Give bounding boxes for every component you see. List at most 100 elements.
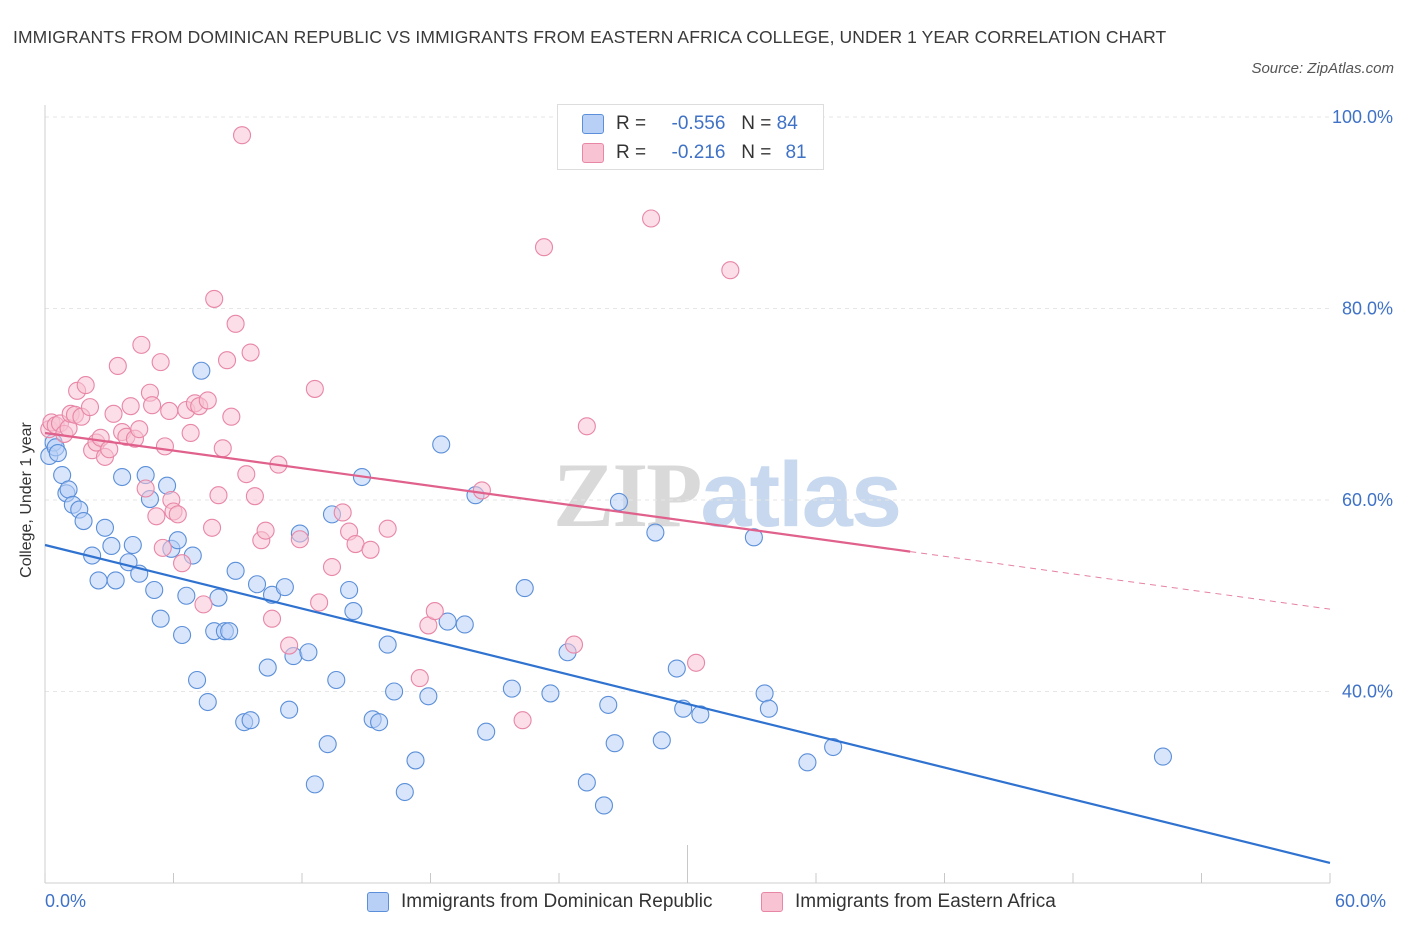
data-point <box>721 261 740 280</box>
data-point <box>406 751 425 770</box>
data-point <box>438 612 457 631</box>
x-tick-min: 0.0% <box>45 891 87 911</box>
watermark: ZIPatlas <box>553 442 902 548</box>
data-point <box>609 492 629 511</box>
data-point <box>344 602 363 621</box>
data-point <box>123 535 142 555</box>
data-point <box>168 505 187 524</box>
data-point <box>106 571 125 590</box>
data-point <box>245 487 264 506</box>
data-point <box>477 722 496 741</box>
data-point <box>577 417 596 436</box>
r-label: R = <box>616 142 647 163</box>
trend-line-extension <box>910 551 1331 610</box>
data-point <box>361 540 380 559</box>
data-point <box>147 507 166 526</box>
data-point <box>209 588 228 607</box>
data-point <box>642 209 661 228</box>
data-point <box>318 735 337 754</box>
data-point <box>220 622 239 641</box>
data-point <box>160 401 179 421</box>
y-tick-label: 80.0% <box>1342 299 1393 319</box>
n-label: N = <box>741 113 772 134</box>
y-tick-label: 40.0% <box>1342 682 1393 702</box>
data-point <box>280 700 299 719</box>
data-point <box>305 775 324 794</box>
data-point <box>213 439 232 458</box>
data-point <box>132 335 151 354</box>
data-point <box>104 404 123 423</box>
legend-label-dominican: Immigrants from Dominican Republic <box>401 891 713 912</box>
r-label: R = <box>616 113 647 134</box>
data-point <box>327 670 346 690</box>
data-point <box>290 530 309 549</box>
data-point <box>305 379 324 398</box>
data-point <box>340 580 359 600</box>
data-point <box>667 659 686 678</box>
source-label: Source: ZipAtlas.com <box>1251 60 1394 77</box>
data-point <box>198 692 217 712</box>
data-point <box>89 571 108 590</box>
data-point <box>419 687 438 706</box>
y-tick-label: 60.0% <box>1342 490 1393 510</box>
data-point <box>181 423 200 443</box>
data-point <box>188 670 207 690</box>
data-point <box>76 376 95 395</box>
data-point <box>205 289 224 308</box>
data-point <box>153 538 172 557</box>
data-point <box>515 579 534 598</box>
legend-item-eastern-africa: Immigrants from Eastern Africa <box>761 888 1056 916</box>
x-tick-max: 60.0% <box>1335 891 1387 911</box>
data-point <box>226 314 245 333</box>
legend-swatch-blue <box>367 892 389 912</box>
data-point <box>370 713 389 732</box>
data-point <box>192 361 211 380</box>
data-point <box>194 595 213 614</box>
data-point <box>513 711 532 730</box>
data-point <box>798 753 817 772</box>
data-point <box>108 356 127 376</box>
data-point <box>425 602 444 621</box>
data-point <box>102 536 121 556</box>
data-point <box>241 711 260 730</box>
data-point <box>280 636 299 655</box>
data-point <box>824 737 843 757</box>
data-point <box>247 575 267 594</box>
data-point <box>385 682 404 701</box>
data-point <box>1153 747 1172 766</box>
trend-line <box>44 431 911 553</box>
data-point <box>646 523 665 542</box>
stats-row-eastern-africa: R = -0.216 N = 81 <box>582 141 807 165</box>
data-point <box>258 658 277 677</box>
n-value: 84 <box>776 113 798 134</box>
n-value: 81 <box>785 142 807 163</box>
legend-label-eastern-africa: Immigrants from Eastern Africa <box>795 891 1056 912</box>
data-point <box>113 467 132 487</box>
data-point <box>151 353 170 372</box>
y-axis-label: College, Under 1 year <box>18 422 35 578</box>
data-point <box>534 238 554 257</box>
chart-title: IMMIGRANTS FROM DOMINICAN REPUBLIC VS IM… <box>13 27 1167 47</box>
data-point <box>74 512 93 531</box>
data-point <box>275 578 294 597</box>
data-point <box>502 679 521 698</box>
data-point <box>151 609 170 628</box>
data-point <box>333 503 352 522</box>
data-point <box>203 518 222 537</box>
n-label: N = <box>741 142 772 163</box>
data-point <box>594 796 614 815</box>
legend-swatch-pink <box>761 892 783 912</box>
stats-legend: R = -0.556 N = 84 R = -0.216 N = 81 <box>557 104 824 170</box>
data-point <box>472 481 491 500</box>
data-point <box>310 593 329 612</box>
data-point <box>222 407 241 426</box>
data-point <box>652 731 671 750</box>
data-point <box>378 635 397 654</box>
stats-row-dominican: R = -0.556 N = 84 <box>582 112 798 136</box>
data-point <box>759 699 778 718</box>
data-point <box>155 437 174 456</box>
data-point <box>130 420 149 439</box>
r-value: -0.216 <box>671 142 726 163</box>
data-point <box>299 643 318 662</box>
watermark-atlas: atlas <box>700 444 902 546</box>
